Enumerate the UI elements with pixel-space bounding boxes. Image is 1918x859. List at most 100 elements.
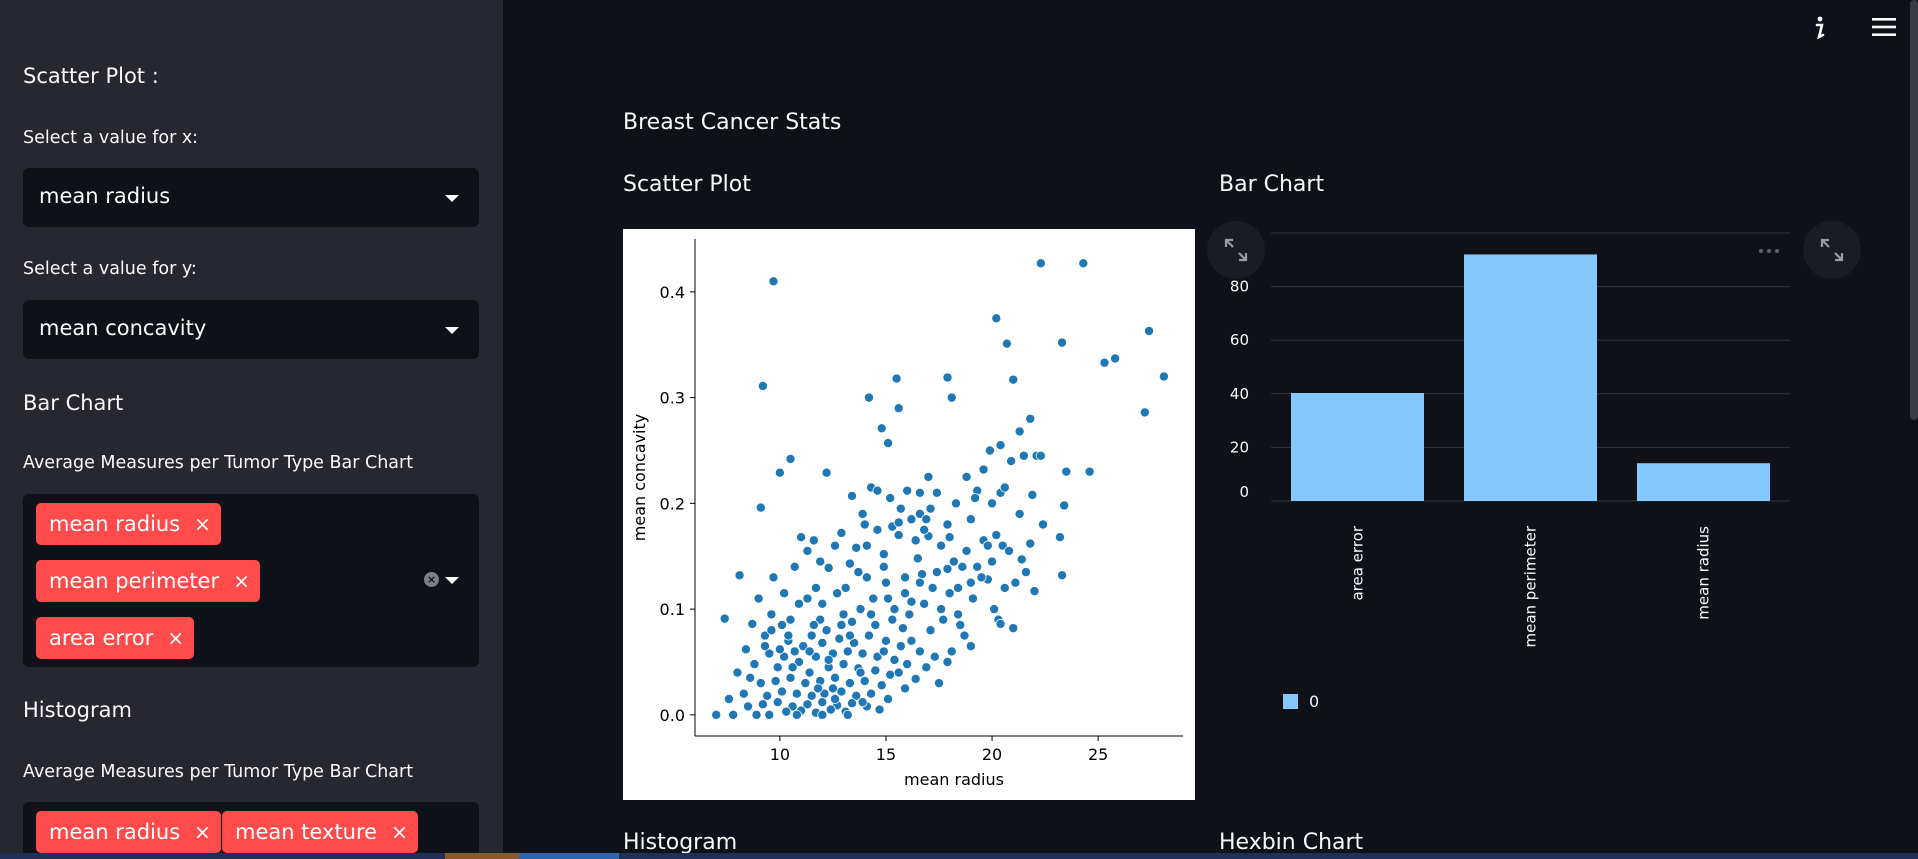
scatter-point	[914, 508, 925, 519]
scatter-point	[942, 372, 953, 383]
scatter-point	[900, 683, 911, 694]
scatter-point	[723, 693, 734, 704]
chevron-down-icon[interactable]	[445, 195, 459, 202]
scatter-point	[1057, 570, 1068, 581]
scatter-point	[774, 644, 785, 655]
close-icon[interactable]: ×	[233, 569, 250, 593]
scatter-point	[878, 561, 889, 572]
scatter-point	[772, 697, 783, 708]
scatter-point	[885, 493, 896, 504]
scatter-point	[895, 503, 906, 514]
scatter-point	[923, 471, 934, 482]
scatter-point	[893, 517, 904, 528]
scatter-point	[836, 527, 847, 538]
scatter-point	[804, 667, 815, 678]
scatter-point	[743, 701, 754, 712]
x-select[interactable]: mean radius	[23, 168, 479, 227]
clear-all-icon[interactable]: ×	[424, 572, 439, 587]
scatter-point	[825, 704, 836, 715]
scatter-point	[728, 709, 739, 720]
y-tick-label: 40	[1230, 385, 1249, 403]
histogram-section-title: Histogram	[23, 698, 132, 722]
tag-area-error: area error ×	[36, 617, 195, 659]
scatter-point	[810, 651, 821, 662]
scatter-point	[857, 648, 868, 659]
scatter-point	[747, 618, 758, 629]
x-tick-label: mean radius	[1695, 526, 1713, 620]
scatter-point	[757, 380, 768, 391]
scatter-point	[806, 690, 817, 701]
close-icon[interactable]: ×	[391, 820, 408, 844]
scatter-point	[904, 609, 915, 620]
scatter-point	[883, 693, 894, 704]
scatter-point	[866, 688, 877, 699]
scatter-point	[745, 672, 756, 683]
scatter-point	[887, 614, 898, 625]
scatter-point	[1008, 623, 1019, 634]
scatter-point	[830, 540, 841, 551]
scatter-point	[1099, 357, 1110, 368]
x-tick-label: 10	[770, 745, 790, 764]
scatter-point	[804, 646, 815, 657]
scatter-point	[844, 630, 855, 641]
scatter-point	[755, 502, 766, 513]
scatter-point	[789, 646, 800, 657]
scatter-point	[847, 490, 858, 501]
scatter-point	[779, 588, 790, 599]
close-icon[interactable]: ×	[167, 626, 185, 650]
scatter-point	[753, 593, 764, 604]
bar-heading: Bar Chart	[1219, 172, 1325, 197]
scatter-point	[849, 637, 860, 648]
scatter-point	[793, 656, 804, 667]
scatter-point	[760, 630, 771, 641]
scatter-point	[770, 676, 781, 687]
scatter-point	[830, 672, 841, 683]
sidebar: Scatter Plot : Select a value for x: mea…	[0, 0, 503, 859]
histogram-multiselect[interactable]: mean radius × mean texture ×	[23, 802, 479, 859]
scatter-point	[946, 392, 957, 403]
scatter-point	[1010, 577, 1021, 588]
fullscreen-bar-button[interactable]	[1803, 221, 1861, 279]
scatter-point	[870, 619, 881, 630]
scatter-point	[861, 572, 872, 583]
close-icon[interactable]: ×	[194, 512, 211, 536]
scatter-point	[808, 535, 819, 546]
chevron-down-icon[interactable]	[445, 577, 459, 584]
scatter-point	[1020, 567, 1031, 578]
scatter-point	[1008, 374, 1019, 385]
bar-chart: 0 20 40 60 80 area error mean perimeter mean ra…	[1219, 229, 1839, 719]
scatter-point	[938, 614, 949, 625]
hamburger-menu-icon[interactable]	[1872, 17, 1896, 41]
scatter-point	[842, 709, 853, 720]
scatter-point	[1029, 586, 1040, 597]
x-axis-label: mean radius	[904, 770, 1004, 789]
scatter-point	[755, 678, 766, 689]
scatter-point	[955, 619, 966, 630]
scatter-point	[838, 659, 849, 670]
scatter-point	[885, 669, 896, 680]
bar	[1291, 392, 1424, 501]
scatter-point	[861, 540, 872, 551]
scatter-point	[1035, 450, 1046, 461]
fullscreen-scatter-button[interactable]	[1207, 221, 1265, 279]
scatter-point	[914, 487, 925, 498]
scatter-point	[948, 556, 959, 567]
scatter-point	[785, 672, 796, 683]
scatter-point	[880, 635, 891, 646]
tag-mean-radius: mean radius ×	[36, 503, 221, 545]
bar-multiselect[interactable]: mean radius × mean perimeter × area erro…	[23, 494, 479, 667]
scatter-point	[967, 593, 978, 604]
scatter-point	[787, 662, 798, 673]
y-tick-label: 0.2	[660, 494, 685, 513]
scatter-point	[1078, 258, 1089, 269]
chevron-down-icon[interactable]	[445, 327, 459, 334]
close-icon[interactable]: ×	[194, 820, 211, 844]
scatter-point	[872, 485, 883, 496]
scrollbar[interactable]	[1910, 0, 1918, 420]
scatter-point	[925, 503, 936, 514]
y-select[interactable]: mean concavity	[23, 300, 479, 359]
info-icon[interactable]	[1810, 14, 1828, 46]
scatter-point	[808, 619, 819, 630]
more-options-icon[interactable]	[1757, 240, 1781, 253]
bar-section-title: Bar Chart	[23, 391, 124, 415]
